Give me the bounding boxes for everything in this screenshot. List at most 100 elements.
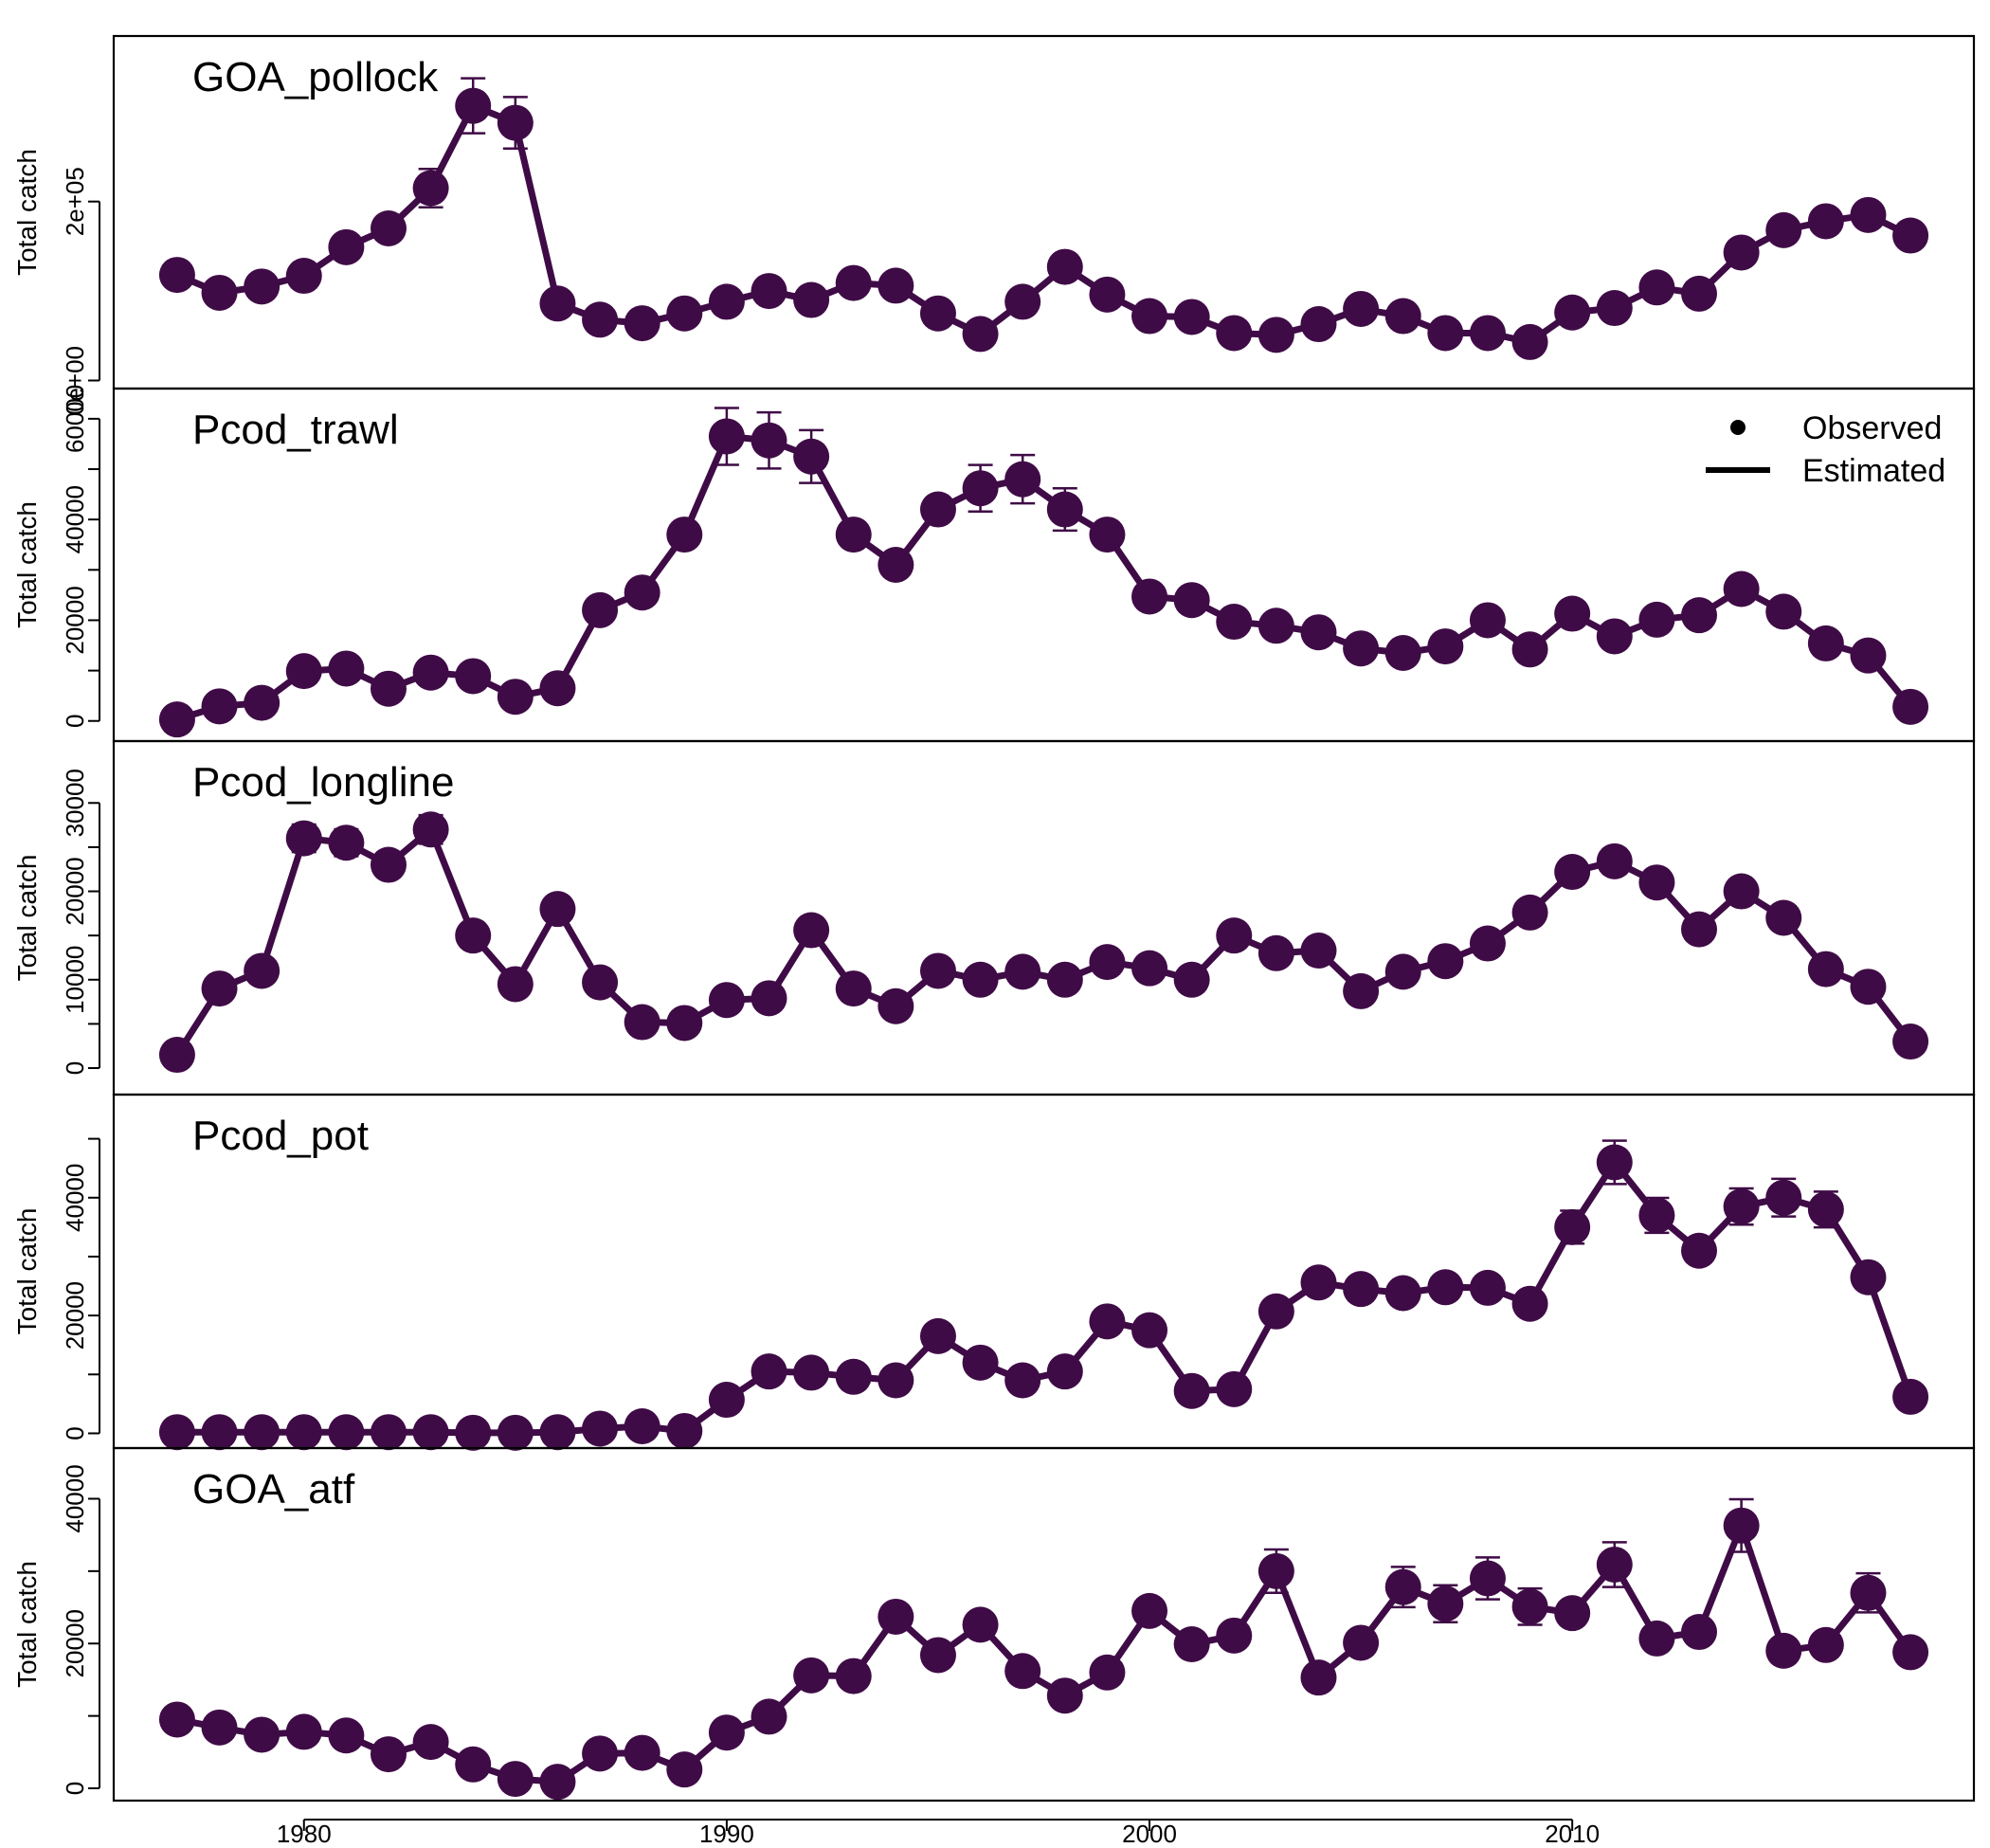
observed-point: [244, 952, 280, 989]
observed-point: [1089, 1303, 1126, 1340]
panel-frame: [112, 1093, 1976, 1450]
y-tick-label: 20000: [61, 586, 89, 654]
observed-point: [835, 516, 872, 553]
y-tick-label: 20000: [61, 857, 89, 925]
observed-point: [1004, 283, 1041, 320]
observed-point: [1343, 972, 1380, 1009]
observed-point: [1892, 1378, 1929, 1415]
observed-point: [497, 966, 534, 1003]
observed-point: [201, 1414, 238, 1451]
observed-point: [201, 274, 238, 311]
legend: Observed Estimated: [1706, 410, 1945, 489]
observed-point: [877, 1362, 914, 1399]
observed-point: [582, 1735, 619, 1772]
observed-point: [497, 679, 534, 716]
observed-point: [666, 1412, 703, 1449]
observed-point: [793, 912, 830, 949]
x-tick-label: 2010: [1545, 1820, 1600, 1848]
observed-point: [708, 982, 745, 1019]
observed-point: [793, 438, 830, 475]
observed-point: [1511, 323, 1548, 360]
y-tick-label: 20000: [61, 1609, 89, 1677]
observed-point: [370, 1414, 407, 1451]
observed-point: [1596, 1546, 1633, 1583]
observed-point: [962, 1606, 999, 1643]
observed-point: [1131, 1312, 1168, 1349]
observed-point: [1089, 516, 1126, 553]
observed-point: [1807, 1626, 1844, 1663]
observed-point: [751, 1698, 787, 1735]
observed-point: [455, 1746, 492, 1783]
observed-point: [708, 1714, 745, 1751]
estimated-line: [173, 102, 1914, 346]
observed-point: [1681, 275, 1718, 312]
observed-point: [1807, 203, 1844, 240]
panel-title: GOA_pollock: [192, 54, 439, 100]
observed-point: [1343, 630, 1380, 667]
observed-point: [1596, 842, 1633, 879]
observed-point: [1681, 1614, 1718, 1651]
panel-goa-pollock: 0e+00 2e+05 Total catch GOA_pollock: [12, 34, 1976, 415]
observed-point: [1004, 953, 1041, 990]
observed-point: [1681, 1232, 1718, 1269]
observed-point: [158, 701, 195, 738]
observed-point: [1723, 571, 1760, 607]
panel-frame: [112, 1446, 1976, 1803]
y-axis-label: Total catch: [12, 1561, 42, 1688]
observed-point: [1596, 290, 1633, 327]
observed-point: [1638, 269, 1675, 306]
observed-point: [1765, 211, 1802, 248]
observed-point: [1892, 1634, 1929, 1671]
observed-point: [1257, 1552, 1294, 1589]
observed-point: [455, 1414, 492, 1451]
observed-point: [1892, 217, 1929, 254]
y-axis-label: Total catch: [12, 149, 42, 276]
x-tick-label: 1980: [277, 1820, 332, 1848]
y-tick-label: 0: [61, 1782, 89, 1795]
panel-pcod-pot: 0 20000 40000 Total catch Pcod_pot: [12, 1093, 1976, 1451]
observed-point: [582, 301, 619, 338]
observed-point: [1173, 1372, 1210, 1409]
observed-point: [793, 1354, 830, 1391]
observed-point: [877, 547, 914, 583]
observed-point: [539, 1764, 576, 1801]
observed-point: [1131, 298, 1168, 335]
observed-point: [708, 1382, 745, 1419]
observed-point: [877, 267, 914, 304]
panel-title: Pcod_longline: [192, 759, 454, 806]
observed-point: [624, 1734, 660, 1771]
observed-point: [1384, 1568, 1421, 1605]
observed-point: [1723, 234, 1760, 271]
observed-point: [877, 1598, 914, 1635]
x-axis: 1980 1990 2000 2010: [277, 1819, 1600, 1848]
observed-point: [835, 1658, 872, 1694]
observed-point: [455, 87, 492, 124]
panel-goa-atf: 0 20000 40000 Total catch GOA_atf: [12, 1446, 1976, 1803]
y-tick-label: 2e+05: [61, 167, 89, 236]
y-axis-label: Total catch: [12, 855, 42, 982]
x-tick-label: 1990: [699, 1820, 754, 1848]
observed-point: [1850, 1259, 1887, 1295]
observed-point: [1554, 854, 1591, 891]
observed-point: [624, 1407, 660, 1444]
observed-point: [666, 1751, 703, 1788]
observed-point: [1850, 196, 1887, 233]
observed-point: [1427, 943, 1464, 980]
observed-point: [328, 824, 365, 861]
observed-point: [1089, 276, 1126, 313]
panel-title: Pcod_pot: [192, 1113, 369, 1159]
observed-point: [666, 1005, 703, 1042]
observed-point: [1173, 961, 1210, 998]
observed-point: [1257, 934, 1294, 971]
observed-point: [962, 316, 999, 353]
observed-point: [201, 688, 238, 725]
observed-point: [1511, 894, 1548, 931]
panel-title: GOA_atf: [192, 1466, 355, 1513]
y-tick-label: 40000: [61, 485, 89, 553]
y-tick-label: 0: [61, 1061, 89, 1075]
observed-point: [539, 1414, 576, 1451]
observed-point: [1638, 601, 1675, 638]
observed-point: [285, 1713, 322, 1750]
observed-point: [751, 1353, 787, 1390]
observed-point: [1216, 1370, 1253, 1407]
